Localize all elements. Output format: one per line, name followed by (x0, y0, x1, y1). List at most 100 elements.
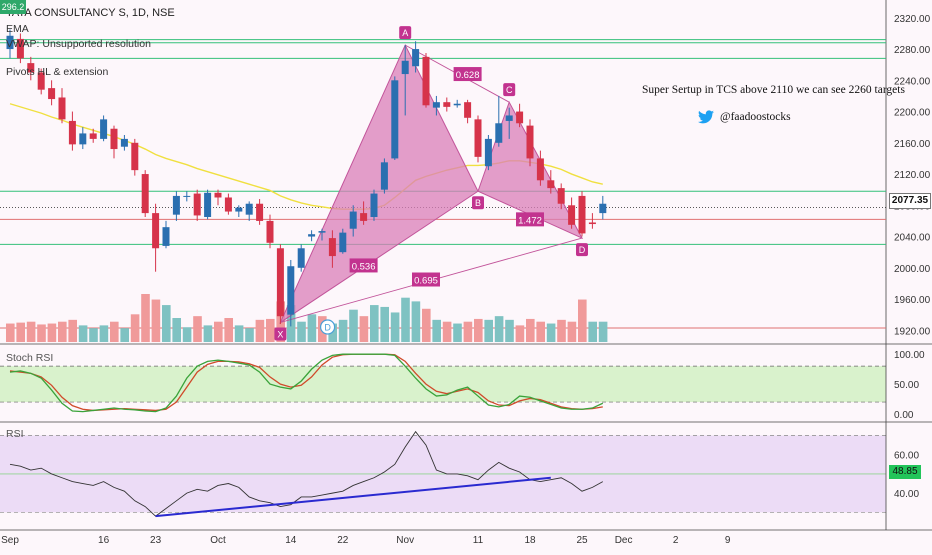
volume-bar (422, 308, 431, 342)
volume-bar (588, 321, 597, 342)
volume-bar (172, 318, 181, 342)
volume-bar (182, 327, 192, 342)
candle-body (6, 35, 14, 50)
price-tick-label: 2040.00 (894, 233, 931, 244)
candle-body (224, 197, 232, 212)
date-tick-label: 23 (150, 535, 162, 546)
candle-body (245, 203, 253, 215)
candle-body (152, 213, 160, 249)
candle-body (214, 192, 222, 198)
date-tick-label: Nov (396, 535, 414, 546)
pivots-legend[interactable]: Pivots HL & extension (6, 66, 109, 78)
candle-body (89, 133, 97, 139)
volume-bar (193, 316, 202, 342)
volume-bar (234, 325, 244, 342)
ema-legend[interactable]: EMA (6, 23, 29, 35)
date-tick-label: Oct (210, 535, 226, 546)
candle-body (79, 133, 87, 145)
rsi-tick-label: 40.00 (894, 489, 919, 500)
candles (6, 29, 607, 327)
date-tick-label: 25 (576, 535, 588, 546)
price-tick-label: 1920.00 (894, 326, 931, 337)
volume-bar (505, 319, 514, 342)
volume-bar (598, 321, 608, 342)
ratio-label: 1.472 (518, 215, 542, 226)
candle-body (172, 195, 180, 215)
vwap-legend[interactable]: VWAP: Unsupported resolution (6, 38, 151, 50)
volume-bar (474, 318, 483, 342)
pattern-point-badge (576, 243, 588, 257)
candle-body (256, 203, 264, 221)
candle-body (432, 102, 440, 108)
volume-bar (359, 316, 369, 342)
volume-bar (546, 323, 556, 342)
candle-body (599, 203, 607, 214)
volume-bars (6, 294, 608, 342)
candle-body (266, 220, 274, 243)
volume-bar (130, 314, 140, 342)
candle-body (204, 192, 212, 218)
candle-body (183, 195, 191, 197)
candle-body (422, 56, 430, 106)
volume-bar (494, 316, 504, 342)
candle-body (349, 211, 357, 229)
candle-body (495, 123, 503, 143)
grid-lines (0, 0, 932, 531)
candle-body (68, 120, 76, 145)
price-tick-label: 2000.00 (894, 264, 931, 275)
ratio-label: 0.628 (456, 70, 480, 81)
volume-bar (526, 318, 535, 342)
analysis-note: Super Sertup in TCS above 2110 we can se… (642, 84, 905, 96)
volume-bar (442, 321, 452, 342)
candle-body (505, 115, 513, 121)
candle-body (339, 232, 347, 253)
candle-body (297, 248, 305, 268)
volume-bar (328, 323, 337, 342)
volume-bar (214, 321, 223, 342)
price-tick-label: 2120.00 (894, 170, 931, 181)
candle-body (453, 103, 461, 106)
stoch-k-line (9, 353, 604, 413)
pattern-point-label: D (579, 245, 586, 255)
candle-body (516, 111, 524, 124)
candle-body (536, 158, 544, 181)
ratio-badge (516, 212, 544, 227)
volume-bar (453, 323, 462, 342)
candle-body (37, 72, 45, 90)
price-tick-label: 1960.00 (894, 295, 931, 306)
volume-bar (401, 297, 410, 342)
rsi-title: RSI (6, 428, 24, 440)
candle-body (110, 128, 118, 150)
volume-bar (557, 319, 566, 342)
pattern-point-badge (472, 196, 484, 210)
corner-value-badge: 296.2 (0, 0, 26, 14)
volume-bar (266, 318, 275, 342)
volume-bar (255, 319, 265, 342)
volume-bar (203, 325, 213, 342)
date-tick-label: 9 (725, 535, 731, 546)
candle-body (370, 193, 378, 218)
event-label: D (324, 323, 331, 333)
volume-bar (432, 319, 441, 342)
date-tick-label: 11 (473, 535, 484, 546)
date-tick-label: 22 (337, 535, 349, 546)
rsi-trendline (155, 476, 551, 518)
volume-bar (515, 325, 525, 342)
candle-body (276, 248, 284, 317)
pattern-point-label: B (475, 198, 481, 208)
stoch-tick-label: 0.00 (894, 410, 914, 421)
pattern-point-label: X (277, 329, 283, 339)
volume-bar (6, 323, 15, 342)
date-tick-label: 16 (98, 535, 110, 546)
volume-bar (224, 318, 233, 342)
candle-body (391, 80, 399, 159)
volume-bar (89, 328, 98, 342)
candle-body (484, 138, 492, 167)
volume-bar (484, 319, 493, 342)
volume-bar (411, 301, 421, 342)
candle-body (193, 193, 201, 216)
stoch-tick-label: 50.00 (894, 380, 919, 391)
candle-body (547, 180, 555, 189)
volume-bar (151, 299, 161, 342)
